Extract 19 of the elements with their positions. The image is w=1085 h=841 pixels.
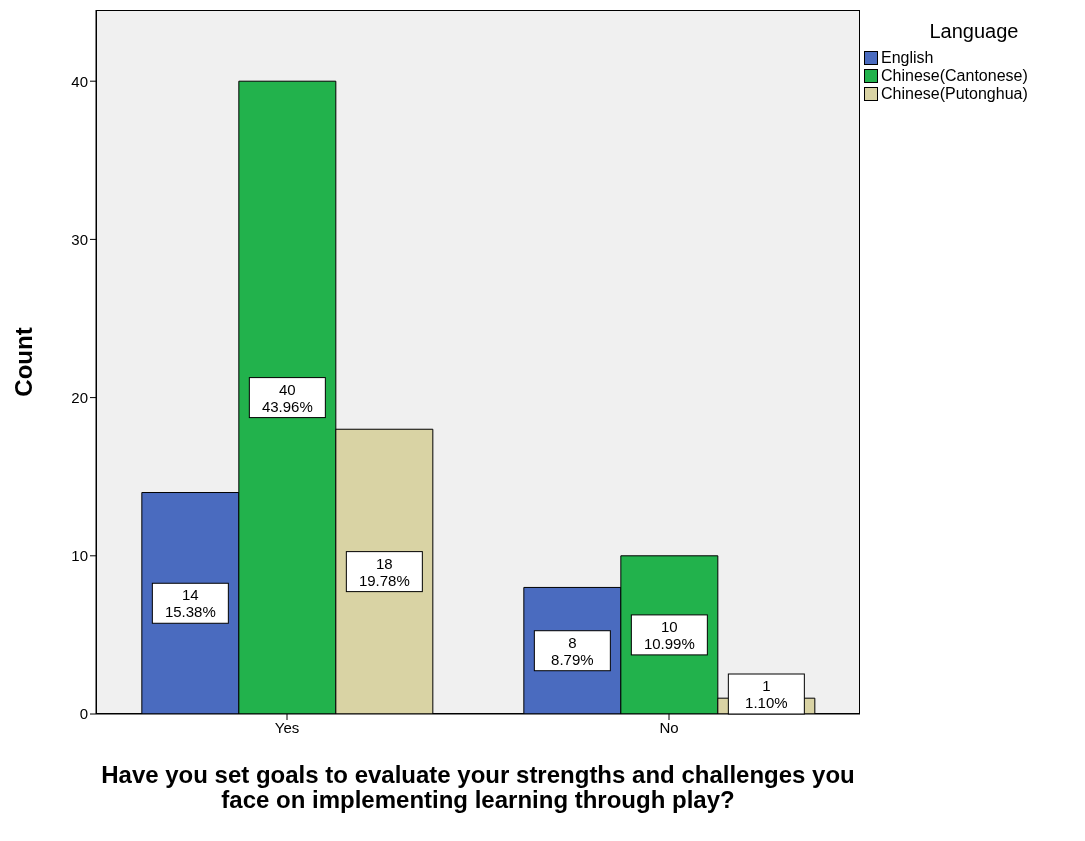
legend-label: Chinese(Cantonese): [881, 67, 1028, 85]
y-tick-label: 30: [71, 230, 88, 248]
y-tick-label: 20: [71, 388, 88, 406]
data-label: 8 8.79%: [551, 633, 594, 668]
x-axis-title: Have you set goals to evaluate your strengths and challenges you face on implementing learning through play?: [100, 761, 856, 813]
x-tick-label: No: [659, 718, 679, 736]
legend-title: Language: [928, 20, 1020, 43]
y-axis-title: Count: [10, 327, 38, 397]
legend-label: Chinese(Putonghua): [881, 85, 1028, 103]
y-tick-label: 10: [71, 547, 88, 565]
y-tick-label: 40: [71, 72, 88, 90]
y-tick-label: 0: [79, 705, 88, 723]
data-label: 10 10.99%: [643, 617, 695, 652]
data-label: 18 19.78%: [358, 554, 410, 589]
data-label: 1 1.10%: [745, 677, 788, 711]
data-label: 40 43.96%: [261, 380, 313, 415]
legend-label: English: [881, 49, 934, 67]
data-label: 14 15.38%: [164, 586, 216, 621]
x-tick-label: Yes: [274, 718, 300, 736]
